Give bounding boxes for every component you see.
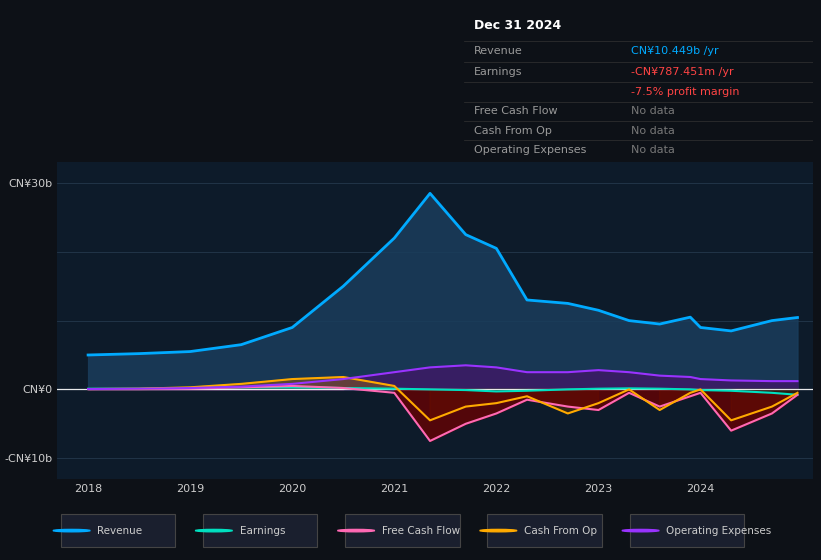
- FancyBboxPatch shape: [488, 514, 602, 547]
- Text: Cash From Op: Cash From Op: [525, 526, 597, 535]
- Text: No data: No data: [631, 125, 675, 136]
- Text: Dec 31 2024: Dec 31 2024: [475, 20, 562, 32]
- Text: Cash From Op: Cash From Op: [475, 125, 553, 136]
- Text: No data: No data: [631, 106, 675, 116]
- Circle shape: [53, 529, 90, 532]
- Text: CN¥10.449b /yr: CN¥10.449b /yr: [631, 46, 719, 56]
- Text: Operating Expenses: Operating Expenses: [667, 526, 772, 535]
- Text: -7.5% profit margin: -7.5% profit margin: [631, 87, 740, 97]
- FancyBboxPatch shape: [345, 514, 460, 547]
- FancyBboxPatch shape: [203, 514, 317, 547]
- Text: Revenue: Revenue: [98, 526, 143, 535]
- Circle shape: [622, 529, 659, 532]
- Text: Operating Expenses: Operating Expenses: [475, 145, 587, 155]
- FancyBboxPatch shape: [630, 514, 744, 547]
- Circle shape: [479, 529, 517, 532]
- Circle shape: [337, 529, 374, 532]
- Text: Free Cash Flow: Free Cash Flow: [475, 106, 558, 116]
- Text: Earnings: Earnings: [240, 526, 285, 535]
- Text: No data: No data: [631, 145, 675, 155]
- Text: Free Cash Flow: Free Cash Flow: [382, 526, 460, 535]
- Circle shape: [195, 529, 232, 532]
- Text: Revenue: Revenue: [475, 46, 523, 56]
- Text: -CN¥787.451m /yr: -CN¥787.451m /yr: [631, 67, 734, 77]
- FancyBboxPatch shape: [61, 514, 175, 547]
- Text: Earnings: Earnings: [475, 67, 523, 77]
